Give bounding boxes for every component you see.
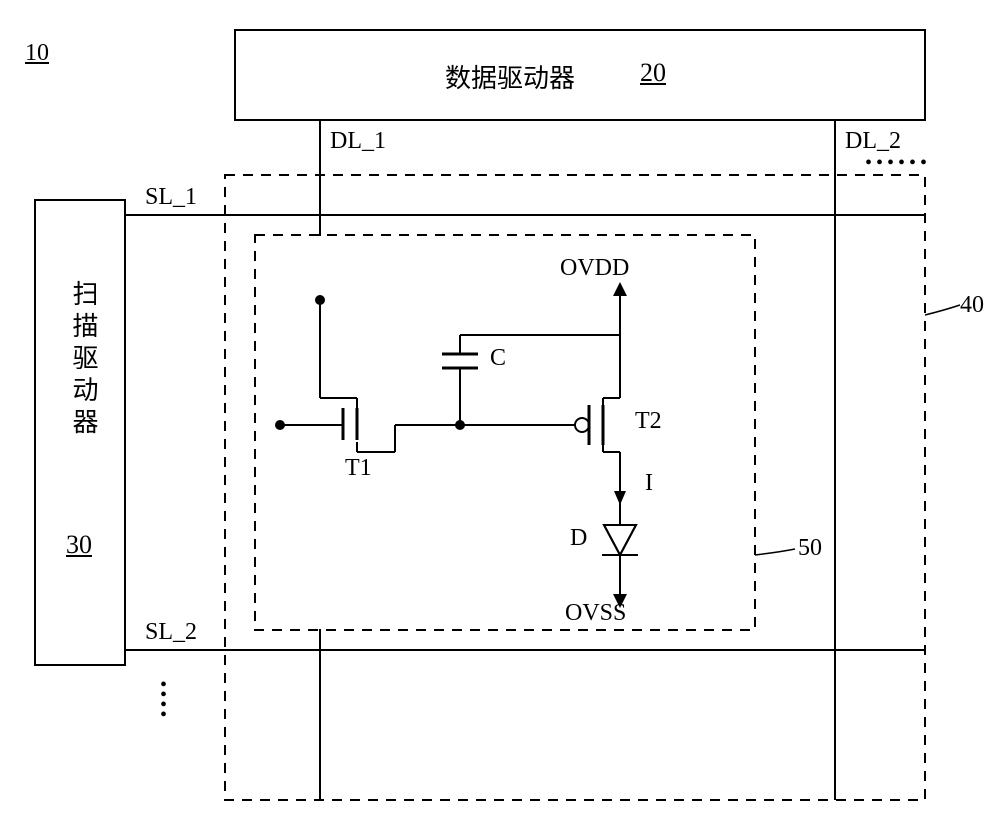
diagram-svg xyxy=(0,0,1000,824)
dl2-label: DL_2 xyxy=(845,128,901,155)
t1-label: T1 xyxy=(345,455,372,482)
data-driver-ref: 20 xyxy=(640,58,666,88)
scan-driver-ref: 30 xyxy=(66,530,92,560)
dots-dl: •••••• xyxy=(865,152,931,175)
data-driver-label: 数据驱动器 xyxy=(445,58,575,95)
ovss-label: OVSS xyxy=(565,600,626,627)
dl1-label: DL_1 xyxy=(330,128,386,155)
current-label: I xyxy=(645,470,653,497)
diode-label: D xyxy=(570,525,587,552)
pixel-ref: 50 xyxy=(798,535,822,562)
t2-label: T2 xyxy=(635,408,662,435)
cap-label: C xyxy=(490,345,506,372)
diagram-canvas: 10 xyxy=(0,0,1000,824)
panel-ref: 40 xyxy=(960,292,984,319)
ovdd-label: OVDD xyxy=(560,255,629,282)
sl2-label: SL_2 xyxy=(145,619,197,646)
dots-sl: •••• xyxy=(160,680,167,720)
scan-driver-label: 扫描驱动器 xyxy=(65,280,102,440)
sl1-label: SL_1 xyxy=(145,184,197,211)
